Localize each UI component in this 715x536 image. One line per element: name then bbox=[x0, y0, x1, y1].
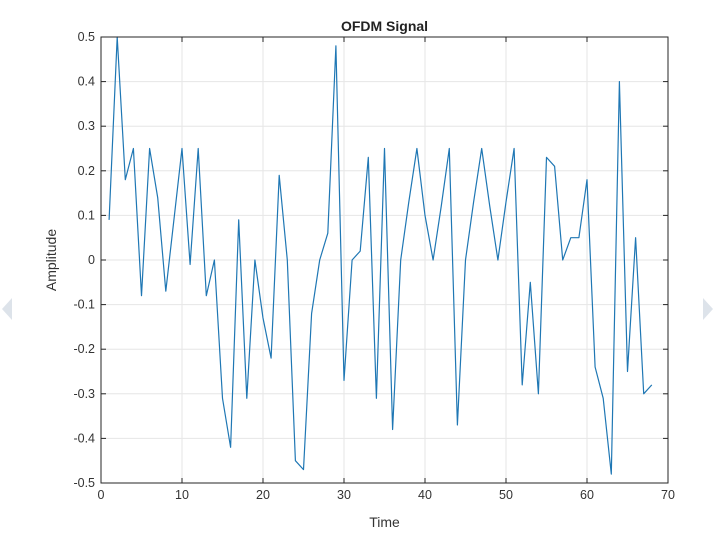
x-tick-label: 20 bbox=[256, 488, 270, 502]
x-tick-label: 10 bbox=[175, 488, 189, 502]
right-arrow-icon bbox=[701, 296, 715, 322]
y-axis-label: Amplitude bbox=[43, 229, 59, 291]
y-tick-label: 0 bbox=[88, 253, 95, 267]
series-layer bbox=[108, 36, 653, 475]
y-tick-label: -0.1 bbox=[73, 298, 95, 312]
ticks: 0 10 20 30 40 50 60 70 -0.5 -0.4 -0.3 -0.2 -0.1 0 0.1 0… bbox=[73, 30, 675, 502]
x-tick-label: 30 bbox=[337, 488, 351, 502]
y-tick-label: -0.4 bbox=[73, 431, 95, 445]
y-tick-label: 0.1 bbox=[78, 208, 95, 222]
chart-title: OFDM Signal bbox=[341, 18, 428, 34]
x-tick-label: 70 bbox=[661, 488, 675, 502]
x-tick-label: 60 bbox=[580, 488, 594, 502]
y-tick-label: -0.3 bbox=[73, 387, 95, 401]
x-tick-label: 40 bbox=[418, 488, 432, 502]
x-axis-label: Time bbox=[369, 514, 400, 530]
y-tick-label: 0.2 bbox=[78, 164, 95, 178]
grid bbox=[100, 36, 669, 484]
y-tick-label: -0.2 bbox=[73, 342, 95, 356]
y-tick-label: 0.3 bbox=[78, 119, 95, 133]
x-tick-label: 50 bbox=[499, 488, 513, 502]
series-line bbox=[108, 36, 653, 475]
y-tick-label: 0.5 bbox=[78, 30, 95, 44]
left-arrow-icon bbox=[0, 296, 14, 322]
y-tick-label: -0.5 bbox=[73, 476, 95, 490]
y-tick-label: 0.4 bbox=[78, 75, 95, 89]
x-tick-label: 0 bbox=[98, 488, 105, 502]
